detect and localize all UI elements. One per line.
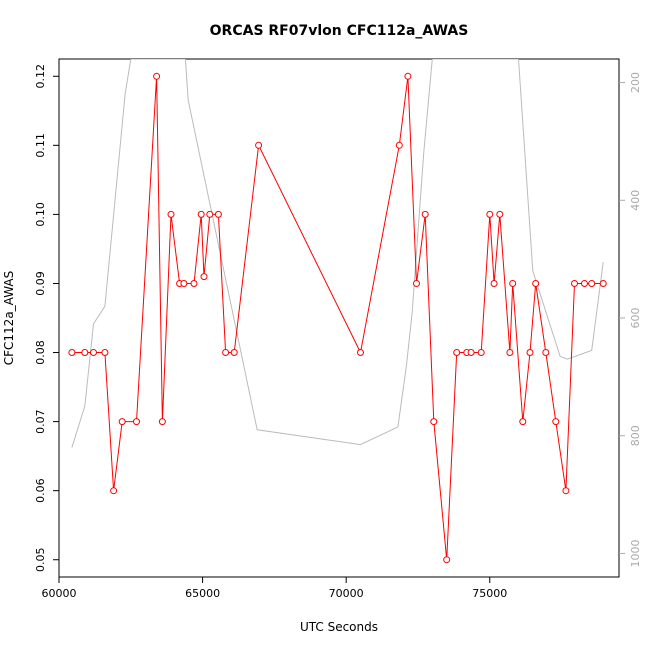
data-point — [90, 349, 97, 356]
y-axis: 0.05 0.06 0.07 0.08 0.09 0.10 0.11 0.12 — [34, 64, 59, 572]
red-series-line — [71, 76, 604, 560]
data-point — [395, 141, 403, 149]
y-tick-label: 0.06 — [34, 478, 47, 503]
data-point — [526, 349, 534, 356]
data-point — [110, 487, 118, 495]
data-point — [496, 210, 504, 218]
data-point — [206, 210, 214, 218]
right-tick-label: 200 — [629, 72, 642, 93]
y-axis-label: CFC112a_AWAS — [2, 271, 16, 366]
data-point — [255, 141, 263, 149]
data-point — [167, 210, 175, 218]
data-point — [421, 210, 429, 218]
data-point — [214, 210, 222, 218]
right-tick-label: 400 — [629, 190, 642, 211]
data-point — [467, 349, 475, 356]
data-point — [599, 280, 607, 287]
data-point — [581, 280, 588, 287]
data-point — [404, 72, 412, 80]
x-tick-label: 70000 — [329, 587, 364, 600]
x-tick-label: 65000 — [185, 587, 220, 600]
y-tick-label: 0.11 — [34, 133, 47, 158]
data-point — [153, 72, 161, 80]
red-series — [68, 72, 607, 564]
data-point — [68, 349, 76, 356]
data-point — [357, 349, 364, 356]
data-point — [222, 349, 230, 356]
y-tick-label: 0.05 — [34, 547, 47, 572]
chart-title: ORCAS RF07vlon CFC112a_AWAS — [210, 23, 469, 39]
data-point — [453, 349, 461, 356]
data-point — [477, 349, 485, 356]
right-tick-label: 1000 — [629, 539, 642, 567]
data-point — [486, 210, 494, 218]
x-axis: 60000 65000 70000 75000 — [42, 577, 507, 600]
data-point — [158, 418, 166, 426]
y-tick-label: 0.12 — [34, 64, 47, 89]
y-tick-label: 0.10 — [34, 202, 47, 227]
data-point — [506, 349, 514, 356]
data-point — [190, 280, 198, 287]
data-point — [443, 556, 451, 564]
y-tick-label: 0.08 — [34, 340, 47, 365]
data-point — [562, 487, 570, 495]
x-tick-label: 60000 — [42, 587, 77, 600]
data-point — [230, 349, 238, 356]
grey-series-line — [71, 59, 604, 448]
data-point — [133, 418, 140, 426]
data-point — [552, 418, 560, 426]
data-point — [200, 273, 208, 281]
right-tick-label: 800 — [629, 425, 642, 446]
x-tick-label: 75000 — [472, 587, 507, 600]
data-point — [571, 280, 578, 287]
data-point — [519, 418, 527, 426]
grey-series — [71, 59, 604, 448]
data-point — [180, 280, 188, 287]
data-point — [197, 210, 205, 218]
data-point — [542, 349, 550, 356]
data-point — [118, 418, 126, 426]
data-point — [101, 349, 109, 356]
data-point — [532, 280, 540, 287]
y-tick-label: 0.09 — [34, 271, 47, 296]
right-tick-label: 600 — [629, 308, 642, 329]
data-point — [413, 280, 420, 287]
data-point — [81, 349, 89, 356]
y-tick-label: 0.07 — [34, 409, 47, 434]
data-point — [490, 280, 498, 287]
y-axis-right: 200 400 600 800 1000 — [619, 72, 642, 567]
data-point — [588, 280, 596, 287]
x-axis-label: UTC Seconds — [300, 620, 378, 634]
data-point — [509, 280, 517, 287]
data-point — [430, 418, 438, 426]
